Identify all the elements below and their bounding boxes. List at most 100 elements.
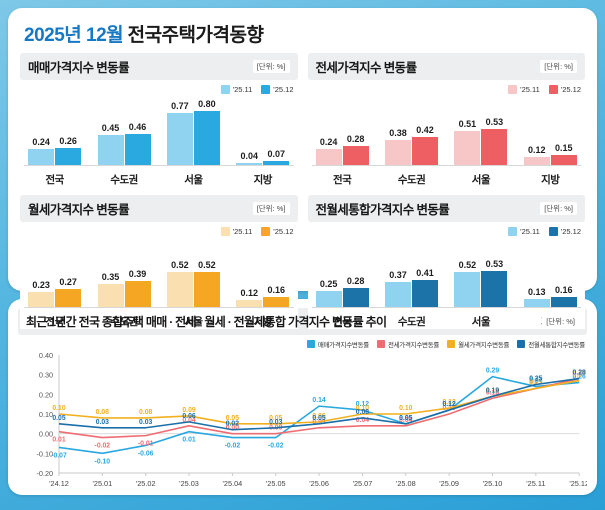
legend-item-curr: '25.12 xyxy=(261,227,294,236)
bar-group: 0.04 0.07 xyxy=(228,149,297,166)
bar-group: 0.45 0.46 xyxy=(89,122,158,166)
bar-group: 0.52 0.52 xyxy=(159,260,228,308)
data-point-label: 0.01 xyxy=(52,437,65,444)
trend-legend: 매매가격지수변동률 전세가격지수변동률 월세가격지수변동률 전월세통합지수변동률 xyxy=(18,335,587,349)
bar-value: 0.38 xyxy=(389,128,407,138)
trend-svg-canvas: -0.20 -0.10 0.00 0.10 0.20 0.30 0.40 '24.12 '25.… xyxy=(36,351,587,488)
bar-value: 0.25 xyxy=(319,279,338,289)
data-point-label: 0.04 xyxy=(399,417,412,424)
bar-group: 0.51 0.53 xyxy=(446,117,515,166)
data-point-label: 0.04 xyxy=(356,417,369,424)
trend-line-3 xyxy=(58,377,580,431)
legend-swatch-icon xyxy=(261,85,271,94)
panel-wolse-categories: 전국 수도권 서울 지방 xyxy=(20,314,298,329)
legend-label-jeonse: 전세가격지수변동률 xyxy=(387,342,440,349)
category-label: 전국 xyxy=(45,174,65,186)
panel-wolse-legend: '25.11 '25.12 xyxy=(20,222,298,236)
legend-label-curr: '25.12 xyxy=(560,85,581,94)
category-label: 지방 xyxy=(541,174,560,186)
legend-label-prev: '25.11 xyxy=(520,227,540,236)
legend-swatch-icon xyxy=(220,85,230,94)
data-point-label: 0.28 xyxy=(573,370,586,377)
data-point-label: 0.18 xyxy=(486,389,499,396)
x-axis-tick: '25.09 xyxy=(439,479,459,488)
data-point-label: 0.08 xyxy=(356,409,369,416)
x-axis-tick: '25.07 xyxy=(353,479,373,488)
panel-sale-title: 매매가격지수 변동률 xyxy=(28,61,130,75)
legend-item-prev: '25.11 xyxy=(508,227,540,236)
panel-jeonse: 전세가격지수 변동률 [단위: %] '25.11 '25.12 0.24 xyxy=(307,53,586,187)
axis-baseline xyxy=(24,165,294,166)
axis-baseline xyxy=(311,307,581,308)
data-point-label: 0.14 xyxy=(312,397,325,404)
data-point-label: 0.12 xyxy=(442,401,455,408)
data-point-label: -0.02 xyxy=(268,443,284,450)
bar-group: 0.25 0.28 xyxy=(308,276,377,308)
bar-group: 0.24 0.28 xyxy=(308,134,377,166)
legend-label-curr: '25.12 xyxy=(273,227,294,236)
category-label: 전국 xyxy=(45,316,65,328)
data-point-label: 0.24 xyxy=(529,377,542,384)
bar-value: 0.16 xyxy=(555,285,573,295)
panel-combo-title: 전월세통합가격지수 변동률 xyxy=(315,203,450,217)
unit-label: [단위: %] xyxy=(252,60,290,73)
y-axis-tick: -0.20 xyxy=(36,469,53,478)
data-point-label: 0.06 xyxy=(312,413,325,420)
data-point-label: -0.01 xyxy=(138,441,154,448)
bar-value: 0.46 xyxy=(128,122,147,132)
page-title: 2025년 12월 전국주택가격동향 xyxy=(20,18,585,53)
panel-jeonse-legend: '25.11 '25.12 xyxy=(308,80,586,94)
bar-group: 0.38 0.42 xyxy=(377,125,446,166)
y-axis-tick: -0.10 xyxy=(36,449,53,458)
category-label: 수도권 xyxy=(397,174,426,186)
bar-value: 0.24 xyxy=(319,137,338,147)
x-axis-tick: '25.11 xyxy=(526,479,545,488)
x-axis-tick: '25.12 xyxy=(569,479,587,488)
bar-value: 0.28 xyxy=(346,276,365,286)
panel-wolse-header: 월세가격지수 변동률 [단위: %] xyxy=(20,195,298,222)
data-point-label: -0.02 xyxy=(225,443,241,450)
category-label: 지방 xyxy=(253,174,273,186)
y-axis-tick: 0.20 xyxy=(39,390,53,399)
legend-label-prev: '25.11 xyxy=(520,85,540,94)
panel-combo: 전월세통합가격지수 변동률 [단위: %] '25.11 '25.12 0 xyxy=(307,195,586,329)
legend-swatch-icon xyxy=(508,227,518,236)
y-axis-tick: 0.00 xyxy=(39,430,53,439)
mini-panels-grid: 매매가격지수 변동률 [단위: %] '25.11 '25.12 0.24 xyxy=(20,53,585,329)
trend-title: 최근 1년간 전국 종합주택 매매 · 전세 · 월세 · 전월세통합 가격지수… xyxy=(26,315,387,329)
legend-label-curr: '25.12 xyxy=(273,85,294,94)
unit-label: [단위: %] xyxy=(252,202,290,215)
legend-swatch-icon xyxy=(261,227,271,236)
panel-sale-header: 매매가격지수 변동률 [단위: %] xyxy=(20,53,298,80)
data-point-label: 0.23 xyxy=(529,379,542,386)
bar-value: 0.52 xyxy=(171,260,189,270)
legend-swatch-icon xyxy=(376,340,385,348)
legend-swatch-icon xyxy=(548,85,558,94)
bar-value: 0.12 xyxy=(528,145,546,155)
panel-combo-header: 전월세통합가격지수 변동률 [단위: %] xyxy=(307,195,585,222)
legend-label-sale: 매매가격지수변동률 xyxy=(317,342,369,349)
bar-value: 0.42 xyxy=(416,125,434,135)
panel-jeonse-header: 전세가격지수 변동률 [단위: %] xyxy=(307,53,585,80)
legend-swatch-icon xyxy=(508,85,518,94)
legend-label-prev: '25.11 xyxy=(232,227,253,236)
panel-wolse-chart: 0.23 0.27 0.35 0.39 0.52 0.52 0.12 0.16 xyxy=(20,238,298,308)
data-point-label: 0.12 xyxy=(442,401,455,408)
panel-wolse-title: 월세가격지수 변동률 xyxy=(28,203,130,217)
legend-label-combo: 전월세통합지수변동률 xyxy=(528,342,585,349)
panel-combo-legend: '25.11 '25.12 xyxy=(308,222,586,236)
y-axis-tick: 0.40 xyxy=(39,351,53,360)
bar-group: 0.12 0.15 xyxy=(516,143,585,166)
legend-item-curr: '25.12 xyxy=(548,227,581,236)
axis-baseline xyxy=(311,165,581,166)
data-point-label: 0.25 xyxy=(529,375,542,382)
bar-value: 0.37 xyxy=(389,270,407,280)
data-point-label: 0.01 xyxy=(182,437,195,444)
data-point-label: 0.29 xyxy=(486,368,499,375)
data-point-label: 0.28 xyxy=(573,370,586,377)
x-axis-tick: '25.04 xyxy=(223,479,243,488)
bar-value: 0.39 xyxy=(128,269,147,279)
bar-value: 0.13 xyxy=(528,287,546,297)
legend-item-prev: '25.11 xyxy=(220,85,252,94)
legend-swatch-icon xyxy=(220,227,230,236)
